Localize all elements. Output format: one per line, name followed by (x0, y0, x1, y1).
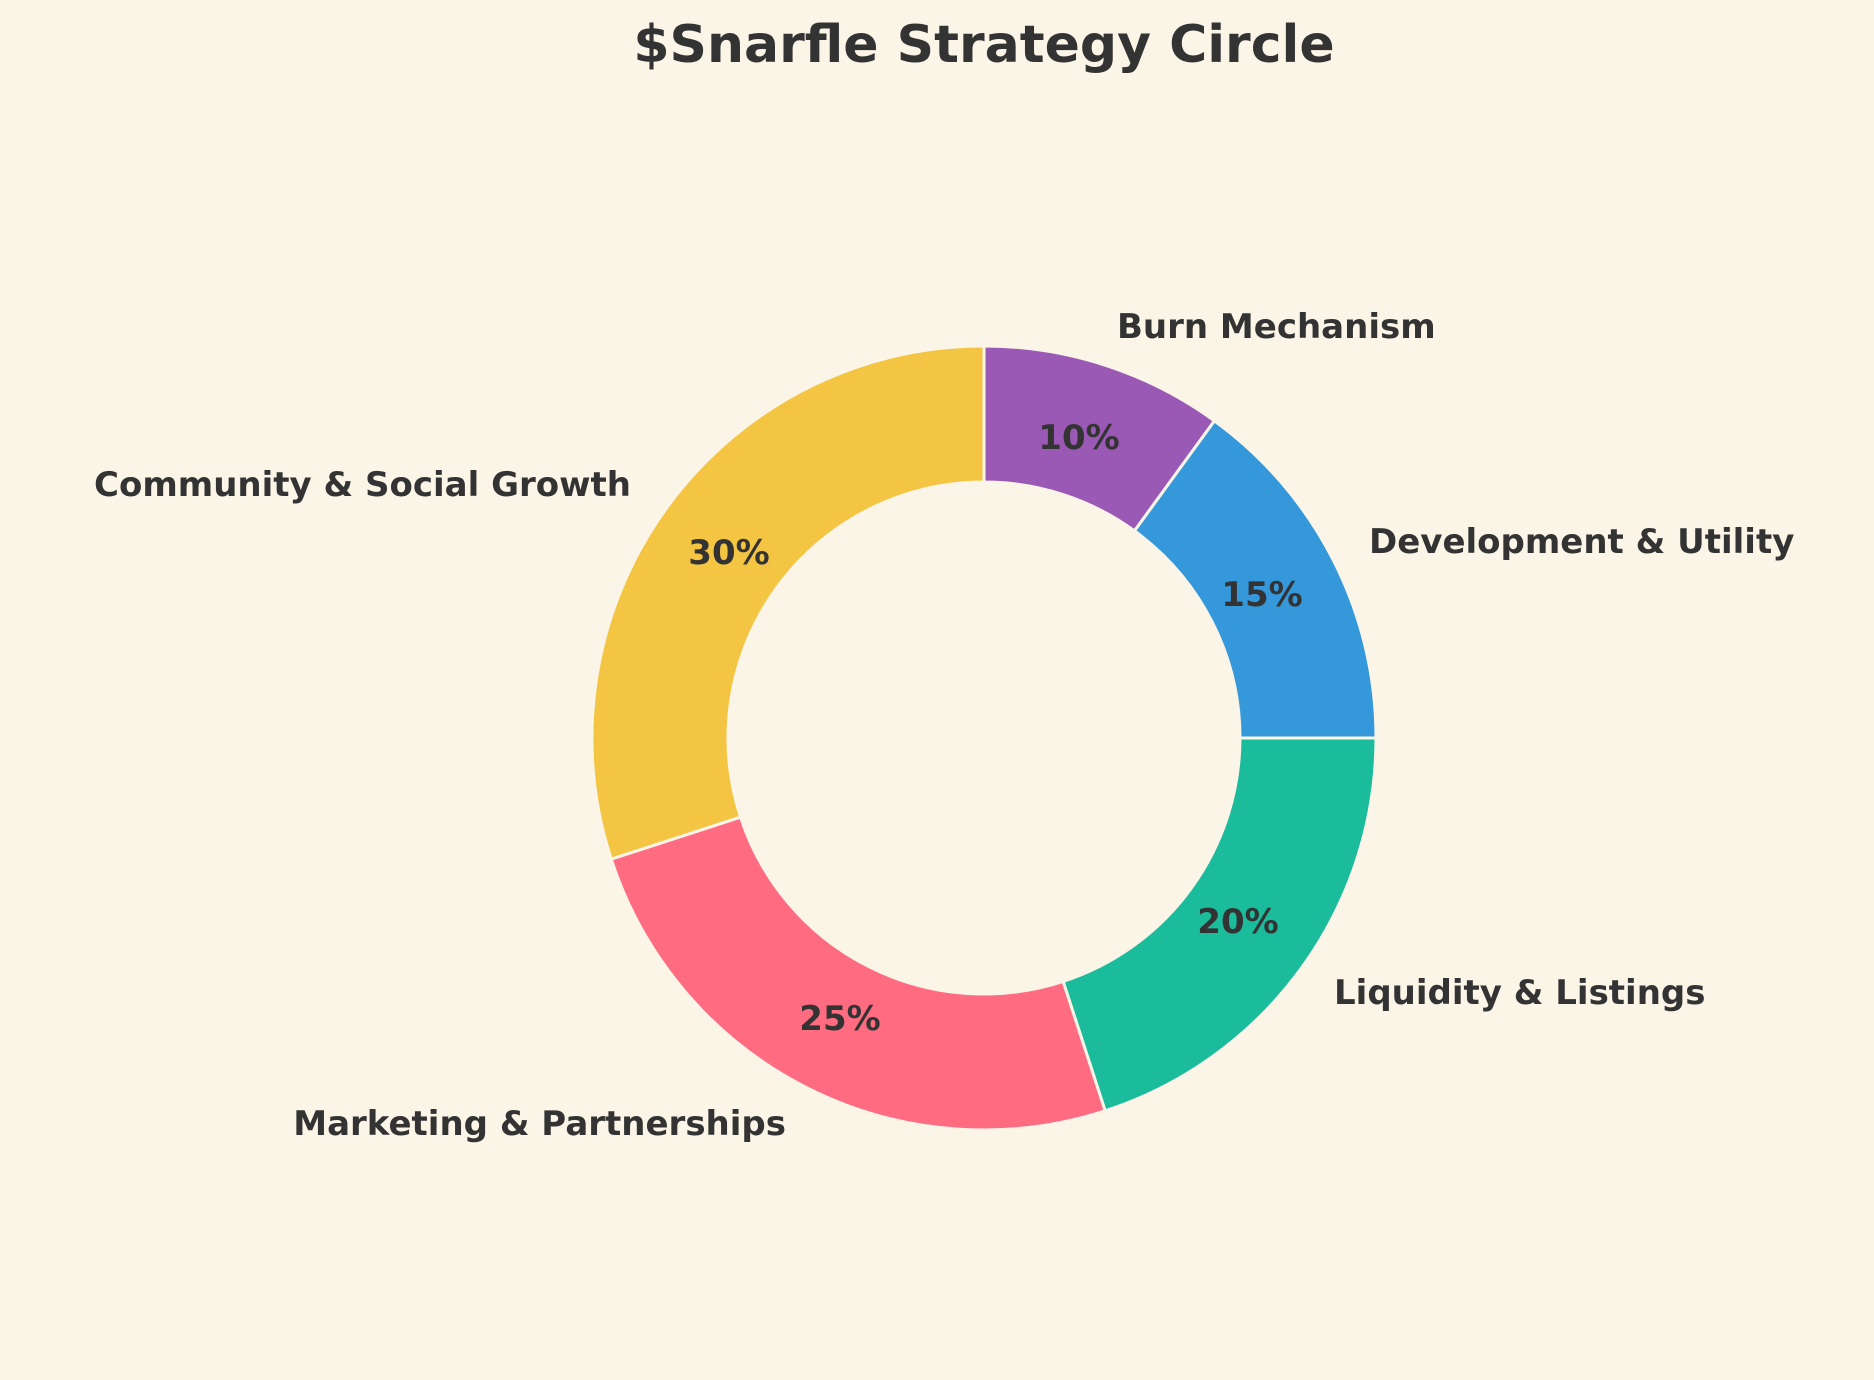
pct-label-development-utility: 15% (1221, 575, 1302, 615)
chart-title: $Snarfle Strategy Circle (633, 15, 1334, 75)
category-label-liquidity-listings: Liquidity & Listings (1334, 973, 1706, 1013)
pct-label-marketing-partnerships: 25% (799, 999, 880, 1039)
donut-slices (590, 344, 1378, 1132)
category-label-marketing-partnerships: Marketing & Partnerships (293, 1104, 786, 1144)
category-label-development-utility: Development & Utility (1369, 522, 1794, 562)
percentage-labels: 10% 15% 20% 25% 30% (688, 418, 1302, 1039)
slice-community-social-growth (590, 344, 986, 862)
category-label-community-social-growth: Community & Social Growth (94, 465, 631, 505)
slice-liquidity-listings (1061, 736, 1378, 1113)
category-label-burn-mechanism: Burn Mechanism (1117, 307, 1436, 347)
pct-label-community-social-growth: 30% (688, 533, 769, 573)
category-labels: Burn Mechanism Development & Utility Liqui… (94, 307, 1794, 1144)
slice-marketing-partnerships (609, 815, 1108, 1132)
pct-label-burn-mechanism: 10% (1038, 418, 1119, 458)
pct-label-liquidity-listings: 20% (1197, 902, 1278, 942)
